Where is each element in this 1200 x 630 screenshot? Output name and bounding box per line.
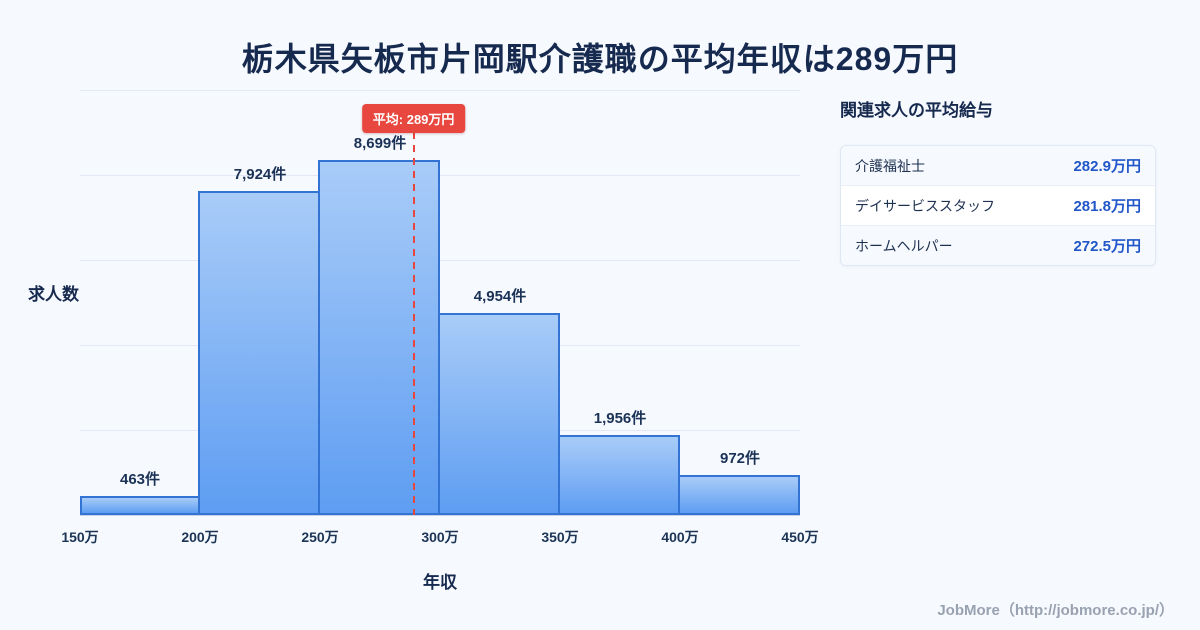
y-axis-label: 求人数 bbox=[28, 285, 79, 304]
gridline bbox=[80, 90, 800, 91]
x-axis-tick: 150万 bbox=[61, 529, 99, 545]
bar-value-label: 463件 bbox=[119, 471, 161, 489]
x-axis-tick: 450万 bbox=[781, 529, 819, 545]
histogram-bar-250-300 bbox=[318, 159, 440, 515]
x-axis-tick: 250万 bbox=[301, 529, 339, 545]
x-axis-label: 年収 bbox=[423, 573, 457, 592]
page-title: 栃木県矢板市片岡駅介護職の平均年収は289万円 bbox=[241, 41, 959, 77]
x-axis-tick: 400万 bbox=[661, 529, 699, 545]
salary-histogram: 求人数 年収 463件 7,924件 8,699件 4,954件 1,956件 972件 1… bbox=[28, 90, 819, 592]
histogram-bar-150-200 bbox=[80, 496, 200, 515]
job-title: デイサービススタッフ bbox=[855, 197, 995, 214]
related-jobs-panel: 関連求人の平均給与 介護福祉士 282.9万円デイサービススタッフ 281.8万円ホ… bbox=[840, 96, 1156, 266]
related-job-row: ホームヘルパー 272.5万円 bbox=[841, 226, 1155, 265]
job-salary: 281.8万円 bbox=[1073, 198, 1141, 215]
job-title: 介護福祉士 bbox=[855, 157, 925, 174]
histogram-bar-300-350 bbox=[438, 312, 560, 515]
x-axis-tick: 300万 bbox=[421, 529, 459, 545]
bar-value-label: 4,954件 bbox=[473, 287, 527, 305]
bar-value-label: 1,956件 bbox=[593, 410, 647, 428]
gridline bbox=[80, 175, 800, 176]
x-axis-tick: 350万 bbox=[541, 529, 579, 545]
x-axis-tick: 200万 bbox=[181, 529, 219, 545]
related-job-row: デイサービススタッフ 281.8万円 bbox=[841, 186, 1155, 226]
average-line bbox=[412, 132, 415, 515]
average-badge: 平均: 289万円 bbox=[361, 104, 466, 133]
job-salary: 282.9万円 bbox=[1073, 158, 1141, 175]
histogram-bar-400-450 bbox=[678, 475, 800, 515]
footer-credit: JobMore（http://jobmore.co.jp/） bbox=[937, 602, 1174, 619]
histogram-bar-200-250 bbox=[198, 191, 320, 515]
related-job-row: 介護福祉士 282.9万円 bbox=[841, 146, 1155, 186]
bar-value-label: 7,924件 bbox=[233, 166, 287, 184]
bar-value-label: 8,699件 bbox=[353, 134, 407, 152]
bar-value-label: 972件 bbox=[719, 450, 761, 468]
related-jobs-table: 介護福祉士 282.9万円デイサービススタッフ 281.8万円ホームヘルパー 272.… bbox=[840, 145, 1156, 266]
panel-title: 関連求人の平均給与 bbox=[840, 101, 993, 120]
x-axis-line bbox=[80, 515, 800, 516]
job-title: ホームヘルパー bbox=[855, 237, 953, 254]
gridline bbox=[80, 260, 800, 261]
job-salary: 272.5万円 bbox=[1073, 238, 1141, 255]
histogram-bar-350-400 bbox=[558, 435, 680, 515]
